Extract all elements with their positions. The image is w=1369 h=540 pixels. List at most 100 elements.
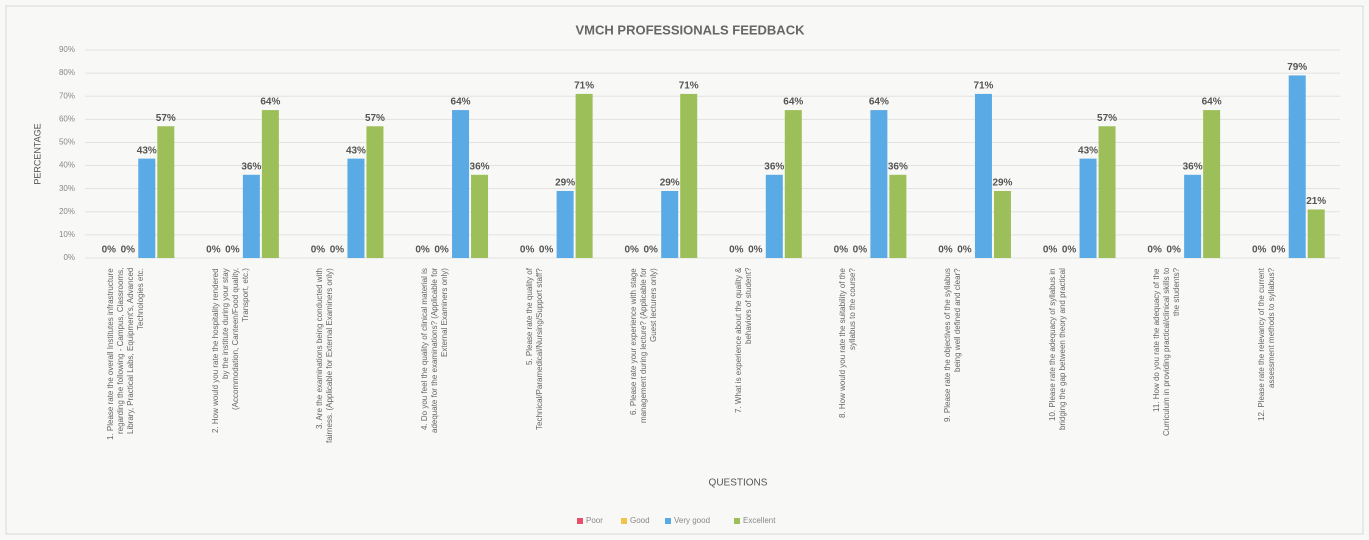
data-label: 43% (346, 145, 366, 156)
data-label: 0% (748, 245, 763, 256)
data-label: 29% (660, 178, 680, 189)
bar (889, 174, 907, 258)
data-label: 0% (415, 245, 430, 256)
y-tick-label: 20% (59, 207, 75, 216)
bar (556, 190, 574, 258)
x-tick-label: 6. Please rate your experience with stag… (629, 268, 659, 424)
data-label: 64% (1202, 97, 1222, 108)
data-label: 57% (156, 113, 176, 124)
data-label: 64% (783, 97, 803, 108)
bar (974, 93, 992, 259)
y-tick-label: 50% (59, 138, 75, 147)
data-label: 0% (729, 245, 744, 256)
data-label: 43% (137, 145, 157, 156)
legend-label: Excellent (743, 516, 776, 525)
legend-swatch (577, 518, 583, 524)
bar (1184, 174, 1202, 258)
x-tick-label: 3. Are the examinations being conducted … (315, 268, 335, 443)
x-tick-label: 4. Do you feel the quality of clinical m… (420, 268, 450, 434)
x-tick-label: 8. How would you rate the suitability of… (838, 268, 858, 418)
data-label: 0% (311, 245, 326, 256)
data-label: 36% (888, 161, 908, 172)
bar (575, 93, 593, 259)
bar (870, 110, 888, 258)
y-tick-label: 40% (59, 161, 75, 170)
x-tick-label: 11. How do you rate the adequacy of the … (1152, 268, 1182, 437)
legend-label: Good (630, 516, 650, 525)
bar (347, 158, 365, 258)
bar (680, 93, 698, 259)
x-tick-label: 10. Please rate the adequacy of syllabus… (1047, 268, 1067, 430)
y-tick-label: 90% (59, 45, 75, 54)
data-label: 29% (992, 178, 1012, 189)
data-label: 0% (539, 245, 554, 256)
data-label: 0% (102, 245, 117, 256)
bar (157, 126, 175, 259)
data-label: 36% (1183, 161, 1203, 172)
x-tick-label: 9. Please rate the objectives of the syl… (942, 268, 962, 422)
data-label: 71% (574, 81, 594, 92)
data-label: 64% (451, 97, 471, 108)
legend-swatch (621, 518, 627, 524)
bar (261, 110, 279, 258)
chart-border (5, 5, 1364, 535)
bar (1098, 126, 1116, 259)
data-label: 0% (957, 245, 972, 256)
y-tick-label: 30% (59, 184, 75, 193)
y-tick-label: 10% (59, 230, 75, 239)
data-label: 0% (1271, 245, 1286, 256)
data-label: 0% (434, 245, 449, 256)
legend-swatch (734, 518, 740, 524)
data-label: 57% (1097, 113, 1117, 124)
bar (784, 110, 802, 258)
bar (471, 174, 489, 258)
data-label: 0% (520, 245, 535, 256)
y-axis-title: PERCENTAGE (32, 123, 42, 184)
data-label: 36% (764, 161, 784, 172)
data-label: 0% (1043, 245, 1058, 256)
data-label: 71% (973, 81, 993, 92)
data-label: 29% (555, 178, 575, 189)
x-axis-title: QUESTIONS (709, 478, 768, 489)
data-label: 57% (365, 113, 385, 124)
x-tick-label: 5. Please rate the quality of Technical/… (524, 268, 544, 430)
x-tick-label: 1. Please rate the overall Institutes in… (106, 268, 146, 440)
data-label: 36% (470, 161, 490, 172)
data-label: 36% (241, 161, 261, 172)
data-label: 0% (225, 245, 240, 256)
bar (661, 190, 679, 258)
bar (1079, 158, 1097, 258)
y-tick-label: 0% (63, 253, 75, 262)
data-label: 0% (1062, 245, 1077, 256)
bar (993, 190, 1011, 258)
bar (242, 174, 260, 258)
x-tick-label: 7. What is experience about the quality … (733, 268, 753, 414)
data-label: 64% (260, 97, 280, 108)
chart-title: VMCH PROFESSIONALS FEEDBACK (576, 22, 806, 37)
bar (1203, 110, 1221, 258)
bar (1307, 209, 1325, 258)
data-label: 43% (1078, 145, 1098, 156)
legend-swatch (665, 518, 671, 524)
x-tick-label: 2. How would you rate the hospitality re… (210, 268, 250, 433)
data-label: 0% (121, 245, 136, 256)
data-label: 79% (1287, 62, 1307, 73)
data-label: 0% (1147, 245, 1162, 256)
y-tick-label: 60% (59, 114, 75, 123)
legend-label: Very good (674, 516, 710, 525)
bar (366, 126, 384, 259)
bar (452, 110, 470, 258)
data-label: 0% (206, 245, 221, 256)
data-label: 0% (624, 245, 639, 256)
bar (1288, 75, 1306, 258)
y-tick-label: 70% (59, 91, 75, 100)
data-label: 0% (1166, 245, 1181, 256)
data-label: 0% (938, 245, 953, 256)
data-label: 0% (1252, 245, 1267, 256)
data-label: 71% (679, 81, 699, 92)
data-label: 64% (869, 97, 889, 108)
legend-label: Poor (586, 516, 603, 525)
data-label: 21% (1306, 196, 1326, 207)
